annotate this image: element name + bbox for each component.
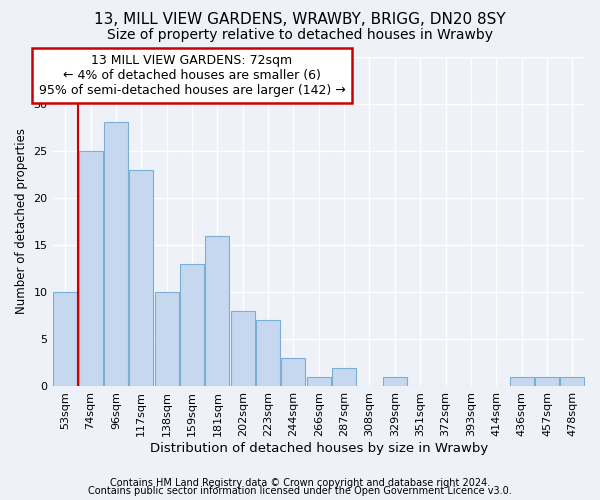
- Bar: [230, 311, 255, 386]
- Bar: [180, 264, 204, 386]
- Bar: [509, 377, 533, 386]
- Bar: [560, 377, 584, 386]
- Bar: [129, 170, 154, 386]
- Bar: [281, 358, 305, 386]
- Bar: [383, 377, 407, 386]
- Text: Size of property relative to detached houses in Wrawby: Size of property relative to detached ho…: [107, 28, 493, 42]
- Text: Contains HM Land Registry data © Crown copyright and database right 2024.: Contains HM Land Registry data © Crown c…: [110, 478, 490, 488]
- Bar: [205, 236, 229, 386]
- Bar: [155, 292, 179, 386]
- Text: Contains public sector information licensed under the Open Government Licence v3: Contains public sector information licen…: [88, 486, 512, 496]
- Bar: [535, 377, 559, 386]
- X-axis label: Distribution of detached houses by size in Wrawby: Distribution of detached houses by size …: [149, 442, 488, 455]
- Bar: [256, 320, 280, 386]
- Bar: [53, 292, 77, 386]
- Text: 13, MILL VIEW GARDENS, WRAWBY, BRIGG, DN20 8SY: 13, MILL VIEW GARDENS, WRAWBY, BRIGG, DN…: [94, 12, 506, 28]
- Bar: [307, 377, 331, 386]
- Bar: [79, 151, 103, 386]
- Bar: [104, 122, 128, 386]
- Bar: [332, 368, 356, 386]
- Text: 13 MILL VIEW GARDENS: 72sqm
← 4% of detached houses are smaller (6)
95% of semi-: 13 MILL VIEW GARDENS: 72sqm ← 4% of deta…: [38, 54, 346, 97]
- Y-axis label: Number of detached properties: Number of detached properties: [15, 128, 28, 314]
